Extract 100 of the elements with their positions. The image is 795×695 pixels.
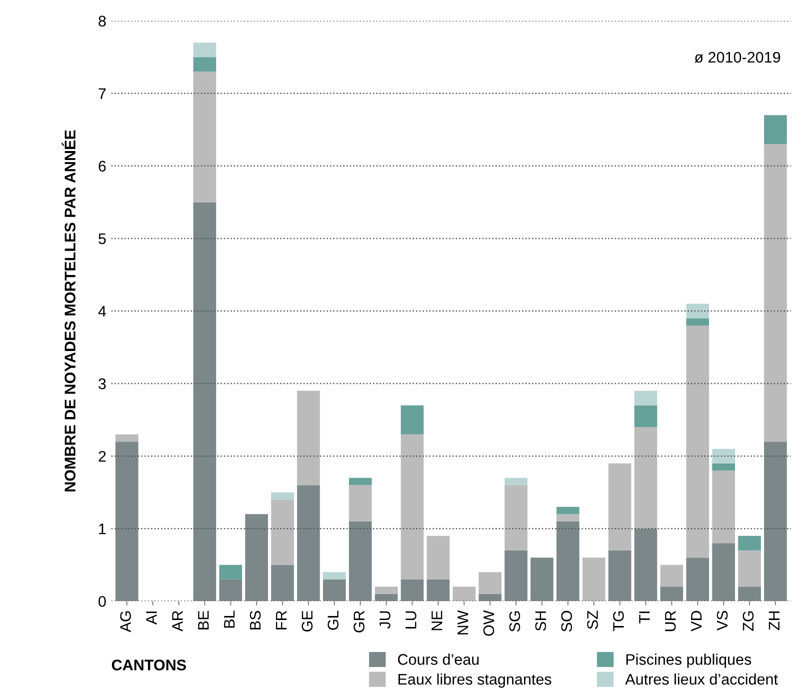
- bar: [297, 390, 320, 486]
- annotation: ø 2010-2019: [694, 52, 780, 63]
- x-tick-label: ZG: [742, 611, 754, 631]
- bar: [400, 405, 424, 434]
- bar: [634, 390, 658, 406]
- bar: [348, 521, 372, 602]
- y-tick-label: 5: [98, 233, 106, 244]
- y-tick-label: 4: [98, 306, 106, 317]
- bar: [634, 427, 658, 529]
- bar: [374, 586, 398, 594]
- bar: [193, 202, 216, 602]
- x-tick-label: LU: [406, 611, 416, 628]
- x-tick-label: FR: [276, 610, 286, 630]
- bar: [556, 521, 580, 602]
- bar: [608, 550, 632, 602]
- bar: [400, 579, 424, 602]
- x-tick-label: VS: [716, 610, 728, 631]
- bar: [738, 550, 761, 587]
- bar: [634, 528, 658, 602]
- legend-label: Piscines publiques: [626, 654, 752, 668]
- x-tick-label: AI: [146, 612, 157, 625]
- x-tick-label: AG: [120, 611, 131, 632]
- bar: [400, 434, 424, 580]
- bar: [297, 485, 320, 602]
- bar: [764, 442, 787, 602]
- bar: [764, 115, 787, 144]
- bar: [530, 558, 554, 602]
- bar: [348, 485, 372, 522]
- bar: [738, 586, 761, 602]
- bar: [660, 586, 684, 602]
- x-tick-label: TG: [613, 611, 624, 632]
- legend-label: Cours d’eau: [398, 654, 479, 665]
- x-tick-label: BS: [250, 610, 261, 630]
- bar: [348, 478, 372, 486]
- y-axis-title: NOMBRE DE NOYADES MORTELLES PAR ANNÉE: [62, 130, 76, 492]
- y-tick-label: 2: [98, 450, 106, 462]
- x-tick-label: JU: [380, 611, 390, 629]
- y-tick-label: 8: [98, 16, 106, 27]
- bar: [686, 304, 710, 318]
- bar: [478, 572, 502, 594]
- bar: [219, 579, 242, 602]
- bar: [608, 463, 632, 550]
- bar: [504, 478, 528, 486]
- x-tick-label: SO: [561, 610, 572, 632]
- bar: [504, 550, 528, 602]
- bar: [686, 318, 710, 326]
- x-tick-label: GE: [302, 610, 313, 632]
- bar: [271, 492, 294, 500]
- x-tick-label: NE: [432, 610, 442, 630]
- x-tick-label: GL: [328, 610, 339, 630]
- x-tick-label: TI: [639, 612, 650, 624]
- bar: [712, 463, 735, 471]
- x-tick-label: AR: [172, 610, 183, 632]
- x-tick-label: BE: [198, 610, 209, 630]
- bar: [115, 442, 138, 602]
- bar: [271, 500, 294, 565]
- bar: [323, 579, 346, 602]
- bar: [556, 514, 580, 522]
- x-tick-label: SZ: [587, 610, 598, 630]
- y-tick-label: 6: [98, 160, 106, 172]
- bar: [374, 594, 398, 602]
- y-tick-label: 7: [98, 88, 106, 99]
- bar: [660, 564, 684, 587]
- bar: [426, 536, 450, 580]
- x-tick-label: NW: [458, 610, 468, 634]
- bar: [504, 485, 528, 550]
- bar: [193, 57, 216, 72]
- bar: [686, 558, 710, 602]
- bar: [323, 572, 346, 580]
- bar: [712, 543, 735, 602]
- bar: [634, 405, 658, 428]
- x-axis-title: CANTONS: [112, 660, 186, 670]
- bar: [556, 506, 580, 514]
- bar: [686, 326, 710, 558]
- legend-label: Eaux libres stagnantes: [398, 673, 552, 688]
- bar: [582, 558, 606, 602]
- bar: [193, 42, 216, 58]
- y-tick-label: 3: [98, 378, 106, 390]
- bar: [426, 579, 450, 602]
- legend-label: Autres lieux d’accident: [625, 673, 778, 685]
- bar: [478, 594, 502, 602]
- bar: [245, 514, 268, 602]
- bar: [193, 72, 216, 202]
- bar: [271, 564, 294, 602]
- x-tick-label: SG: [509, 611, 520, 632]
- x-tick-label: VD: [691, 610, 702, 632]
- x-tick-label: SH: [535, 611, 546, 631]
- bar: [738, 536, 761, 550]
- x-tick-label: OW: [483, 610, 494, 636]
- bar: [115, 434, 138, 442]
- bar: [712, 448, 735, 464]
- bar: [764, 144, 787, 442]
- bar: [712, 470, 735, 544]
- bar: [219, 564, 242, 580]
- x-tick-label: GR: [354, 610, 364, 632]
- bar: [452, 586, 476, 602]
- x-tick-label: UR: [665, 610, 676, 632]
- y-tick-label: 0: [98, 596, 106, 607]
- y-tick-label: 1: [99, 524, 106, 534]
- x-tick-label: BL: [224, 610, 235, 628]
